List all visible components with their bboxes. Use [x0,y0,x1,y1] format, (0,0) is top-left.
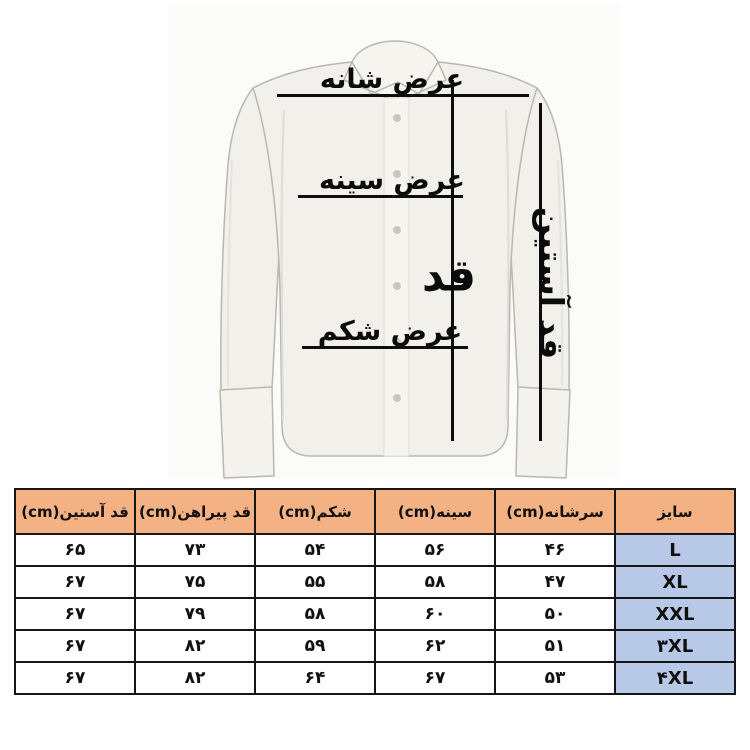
measurement-cell: ۵۳ [494,661,616,695]
shoulder-width-line [277,94,529,97]
size-table-head: سایز سرشانه(cm) سینه(cm) شکم(cm) قد پیراهن(c… [14,488,736,535]
size-table-row: XL ۴۷ ۵۸ ۵۵ ۷۵ ۶۷ [14,565,736,599]
column-header: قد پیراهن(cm) [134,488,256,535]
measurement-cell: ۶۷ [14,565,136,599]
chest-width-label: عرض سینه [319,165,465,196]
measurement-cell: ۷۹ [134,597,256,631]
shirt-length-label: قد [421,250,477,302]
measurement-cell: ۵۰ [494,597,616,631]
measurement-cell: ۵۱ [494,629,616,663]
measurement-cell: ۷۵ [134,565,256,599]
size-table-row: XXL ۵۰ ۶۰ ۵۸ ۷۹ ۶۷ [14,597,736,631]
measurement-cell: ۶۷ [14,597,136,631]
measurement-cell: ۵۹ [254,629,376,663]
measurement-cell: ۶۷ [374,661,496,695]
measurement-cell: ۶۷ [14,661,136,695]
size-table: سایز سرشانه(cm) سینه(cm) شکم(cm) قد پیراهن(c… [14,488,736,695]
size-cell: ۳XL [614,629,736,663]
size-table-body: L ۴۶ ۵۶ ۵۴ ۷۳ ۶۵ XL ۴۷ ۵۸ ۵۵ ۷۵ ۶۷ XXL ۵۰ ۶۰ ۵۸ ۷۹ ۶۷ ۳XL ۵… [14,533,736,695]
column-header: قد آستین(cm) [14,488,136,535]
measurement-cell: ۵۶ [374,533,496,567]
size-table-row: ۴XL ۵۳ ۶۷ ۶۴ ۸۲ ۶۷ [14,661,736,695]
column-header: سرشانه(cm) [494,488,616,535]
measurement-cell: ۸۲ [134,661,256,695]
column-header-size: سایز [614,488,736,535]
chest-width-line [298,195,463,198]
size-table-row: ۳XL ۵۱ ۶۲ ۵۹ ۸۲ ۶۷ [14,629,736,663]
belly-width-label: عرض شکم [317,316,463,347]
column-header: سینه(cm) [374,488,496,535]
measurement-cell: ۸۲ [134,629,256,663]
size-table-row: L ۴۶ ۵۶ ۵۴ ۷۳ ۶۵ [14,533,736,567]
shirt-illustration [219,40,571,479]
shoulder-width-label: عرض شانه [319,64,465,95]
size-cell: L [614,533,736,567]
measurement-cell: ۵۸ [254,597,376,631]
sleeve-length-line [539,103,542,441]
size-cell: ۴XL [614,661,736,695]
measurement-cell: ۵۴ [254,533,376,567]
measurement-cell: ۴۶ [494,533,616,567]
sleeve-length-label: قد آستین [531,206,571,360]
belly-width-line [302,346,468,349]
measurement-cell: ۴۷ [494,565,616,599]
shirt-measurement-diagram: عرض شانه عرض سینه عرض شکم قد قد آستین [219,40,571,479]
measurement-cell: ۶۷ [14,629,136,663]
size-table-header-row: سایز سرشانه(cm) سینه(cm) شکم(cm) قد پیراهن(c… [14,488,736,535]
size-cell: XXL [614,597,736,631]
shirt-buttons [393,114,401,402]
measurement-cell: ۵۸ [374,565,496,599]
measurement-cell: ۶۴ [254,661,376,695]
shirt-length-line [451,80,454,441]
measurement-cell: ۷۳ [134,533,256,567]
measurement-cell: ۵۵ [254,565,376,599]
measurement-cell: ۶۲ [374,629,496,663]
measurement-cell: ۶۰ [374,597,496,631]
column-header: شکم(cm) [254,488,376,535]
measurement-cell: ۶۵ [14,533,136,567]
size-cell: XL [614,565,736,599]
